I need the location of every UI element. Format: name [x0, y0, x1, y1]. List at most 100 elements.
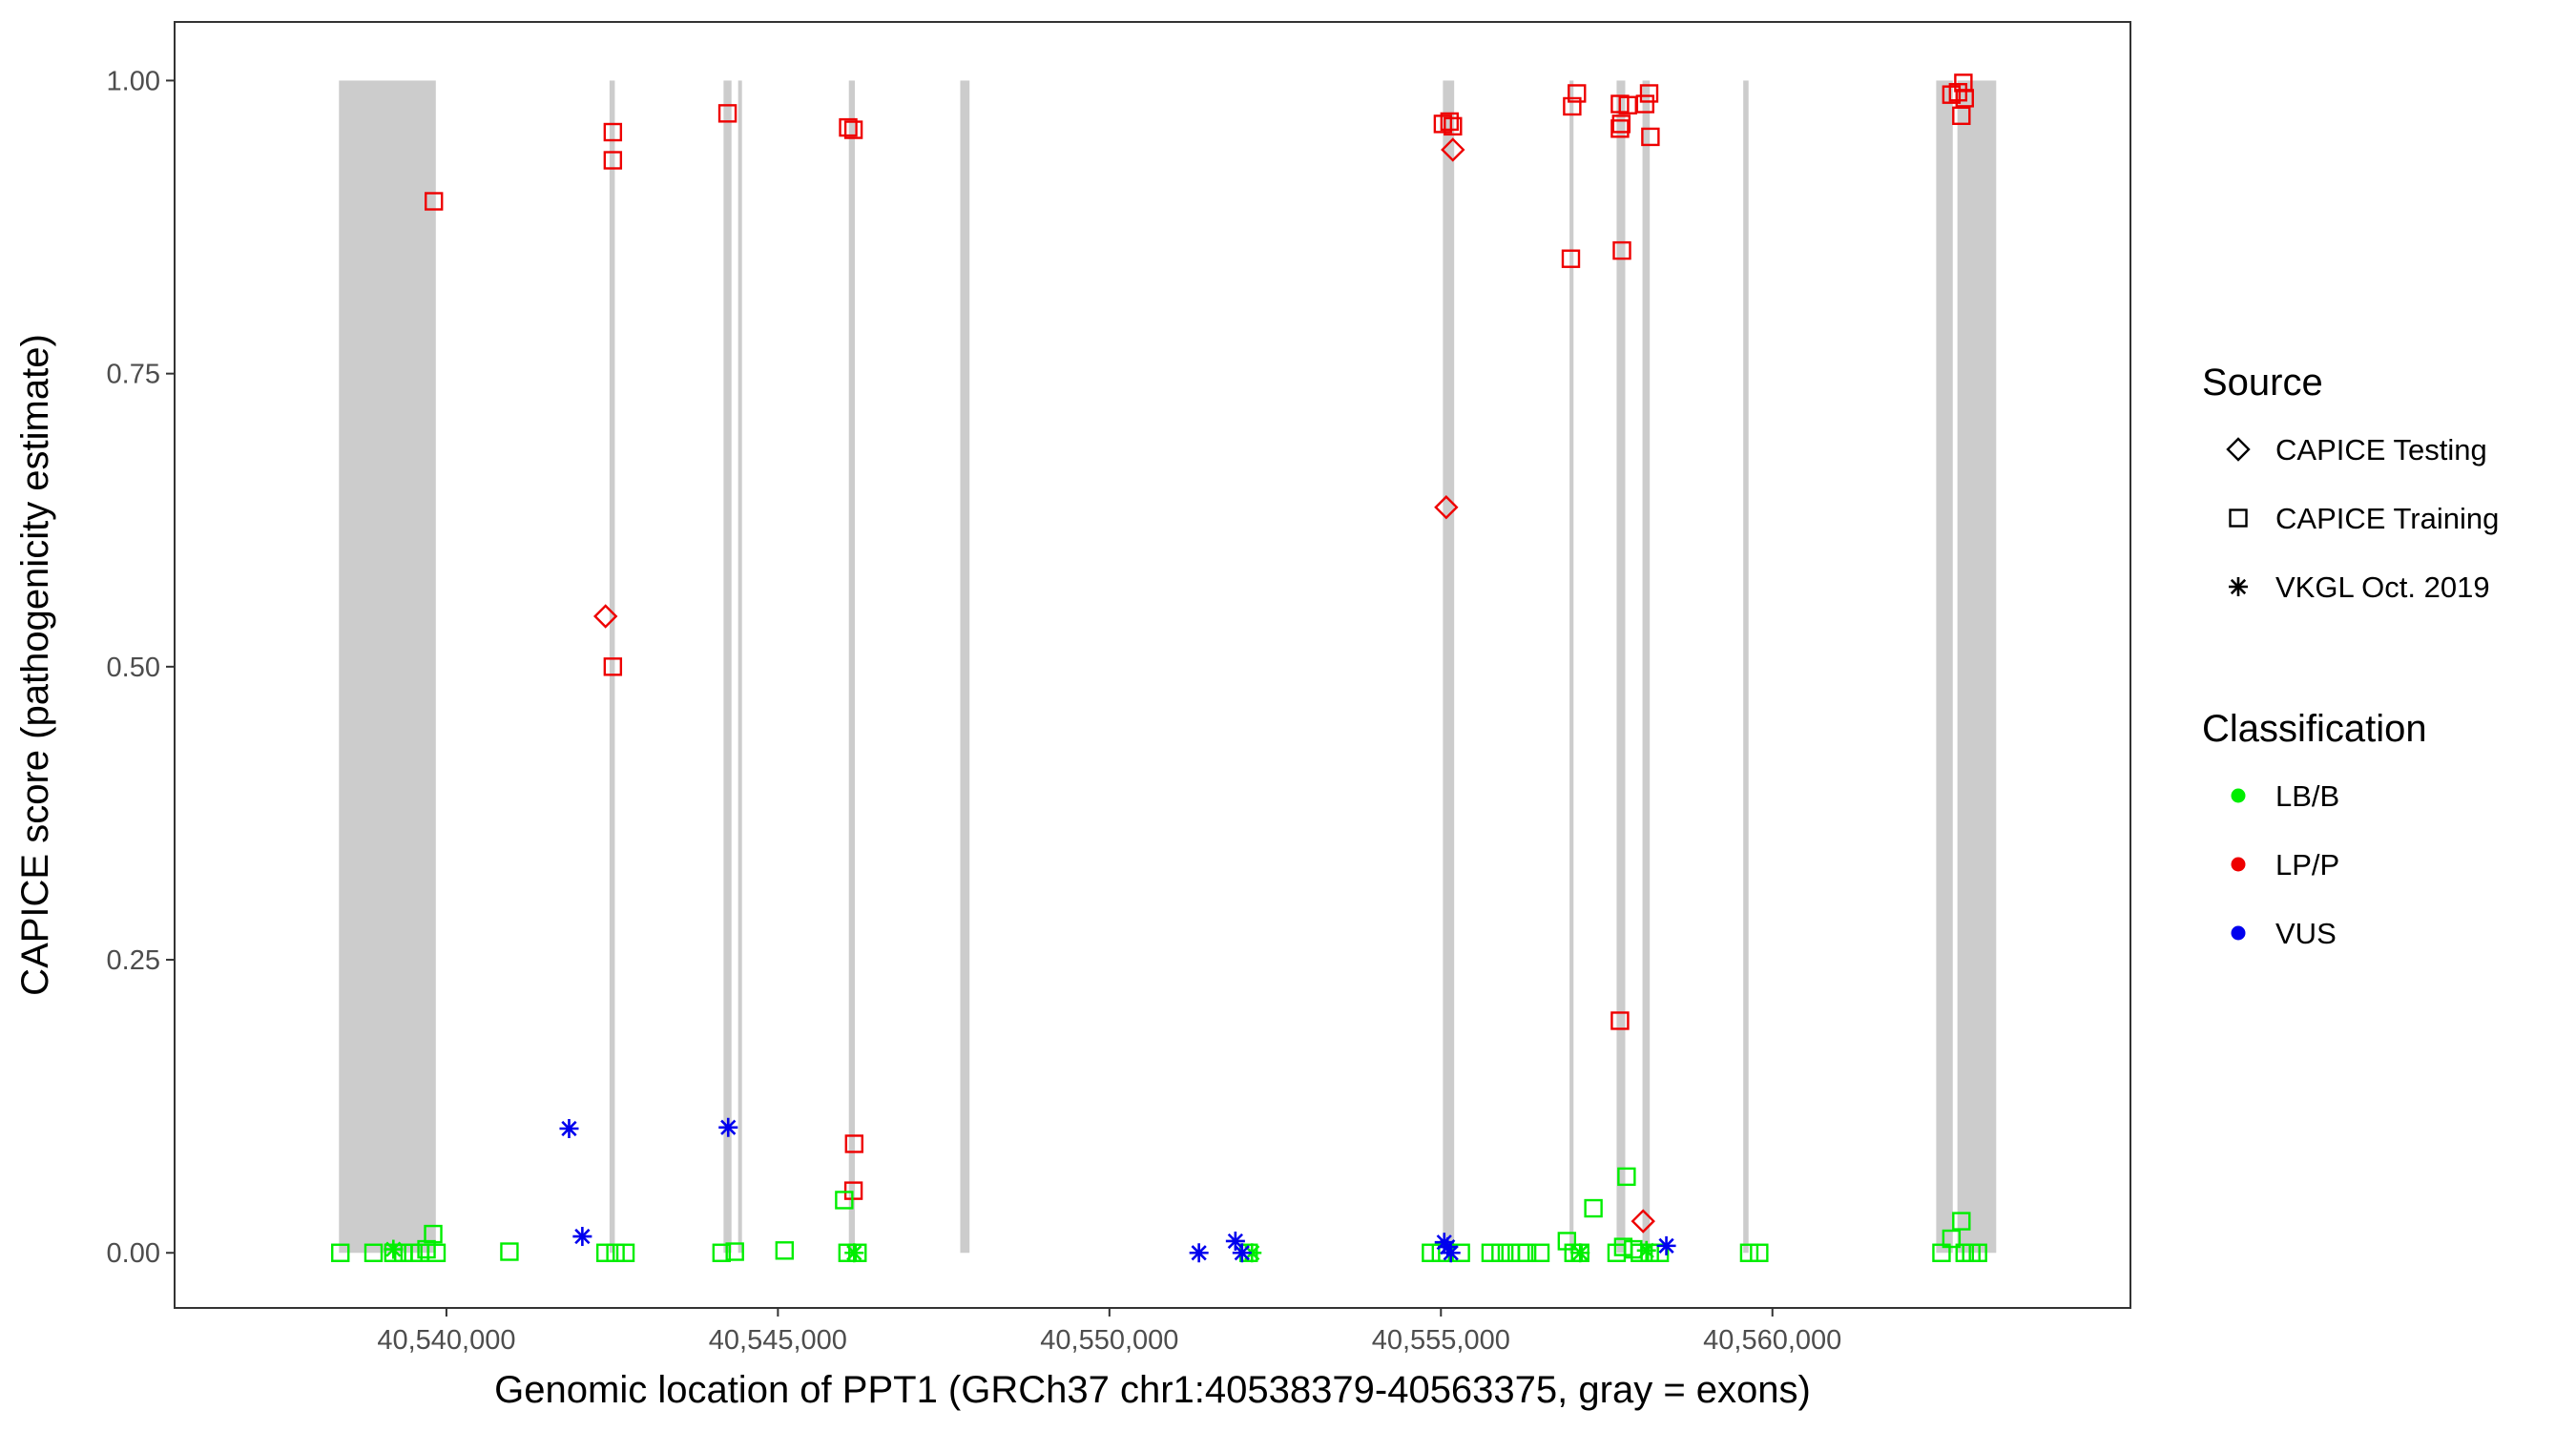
- legend-key-asterisk: [2229, 577, 2248, 596]
- data-point: [1739, 1243, 1759, 1262]
- exon-band: [960, 80, 970, 1254]
- data-point: [1584, 1198, 1603, 1218]
- data-point: [1561, 249, 1581, 268]
- x-tick-label: 40,540,000: [377, 1325, 515, 1356]
- legend-key-dot: [2231, 857, 2246, 872]
- data-point: [1440, 112, 1460, 132]
- legend-class-label: VUS: [2275, 917, 2337, 950]
- panel-border: [174, 21, 2131, 1309]
- legend-classification-title: Classification: [2202, 708, 2427, 750]
- legend-key-dot: [2231, 925, 2246, 941]
- legend-source-label: CAPICE Training: [2275, 502, 2499, 535]
- data-point: [603, 122, 623, 142]
- x-tick-label: 40,550,000: [1040, 1325, 1178, 1356]
- data-point: [1232, 1243, 1252, 1263]
- legend-source-label: VKGL Oct. 2019: [2275, 570, 2490, 604]
- data-point: [1612, 240, 1631, 260]
- legend-key-dot: [2231, 788, 2246, 803]
- x-tick-label: 40,545,000: [709, 1325, 847, 1356]
- data-point: [1942, 1229, 1962, 1249]
- y-tick-label: 0.25: [107, 945, 160, 976]
- y-tick-label: 0.50: [107, 653, 160, 683]
- data-point: [1481, 1243, 1501, 1262]
- data-point: [331, 1243, 350, 1262]
- data-point: [1955, 89, 1974, 108]
- legend-class-label: LB/B: [2275, 779, 2339, 813]
- data-point: [1656, 1235, 1676, 1255]
- data-point: [603, 151, 623, 170]
- legend-source-label: CAPICE Testing: [2275, 433, 2487, 467]
- data-point: [1948, 83, 1968, 102]
- data-point: [844, 1134, 863, 1153]
- exon-band: [1957, 80, 1997, 1254]
- data-point: [424, 1224, 443, 1244]
- data-point: [843, 1181, 863, 1200]
- exon-band: [1616, 80, 1626, 1254]
- data-point: [1517, 1243, 1537, 1262]
- exon-band: [1642, 80, 1651, 1254]
- y-axis-title: CAPICE score (pathogenicity estimate): [14, 334, 56, 996]
- legend-source-title: Source: [2202, 362, 2323, 404]
- data-point: [718, 1117, 738, 1137]
- data-point: [839, 117, 858, 137]
- x-axis-title: Genomic location of PPT1 (GRCh37 chr1:40…: [494, 1369, 1811, 1411]
- data-point: [1636, 1240, 1656, 1260]
- legend-class-label: LP/P: [2275, 848, 2339, 881]
- data-point: [1444, 116, 1463, 136]
- data-point: [1635, 94, 1655, 114]
- data-point: [1441, 1243, 1461, 1263]
- data-point: [426, 1243, 447, 1262]
- x-tick-label: 40,560,000: [1703, 1325, 1841, 1356]
- data-point: [559, 1118, 579, 1138]
- y-tick-label: 1.00: [107, 66, 160, 96]
- data-point: [615, 1243, 635, 1262]
- data-point: [1942, 85, 1962, 104]
- data-point: [425, 192, 444, 211]
- data-point: [1617, 1167, 1636, 1187]
- data-point: [1491, 1243, 1510, 1262]
- data-point: [1952, 1212, 1971, 1231]
- data-point: [1968, 1243, 1987, 1262]
- data-point: [364, 1243, 384, 1262]
- data-point: [1557, 1232, 1577, 1251]
- legend: Source CAPICE Testing CAPICE Training VKGL…: [2202, 362, 2499, 950]
- data-point: [1750, 1243, 1769, 1262]
- y-tick-label: 0.75: [107, 360, 160, 390]
- data-point: [1640, 1243, 1659, 1262]
- x-axis: 40,540,000 40,545,000 40,550,000 40,555,000…: [377, 1308, 1841, 1356]
- exon-band: [609, 80, 615, 1254]
- data-point: [1610, 1011, 1630, 1030]
- x-tick-label: 40,555,000: [1372, 1325, 1510, 1356]
- data-point: [843, 120, 863, 139]
- y-axis: 0.00 0.25 0.50 0.75 1.00: [107, 66, 175, 1269]
- data-point: [717, 104, 737, 123]
- exon-band: [1443, 80, 1455, 1254]
- data-point: [1189, 1243, 1209, 1263]
- data-point: [1952, 106, 1971, 126]
- data-point: [1433, 114, 1453, 134]
- exon-band: [737, 80, 742, 1254]
- data-point: [1639, 84, 1659, 103]
- data-point: [595, 1243, 615, 1262]
- data-point: [1422, 1243, 1441, 1262]
- data-point: [1441, 137, 1465, 162]
- data-point: [1611, 114, 1631, 134]
- data-point: [592, 604, 618, 629]
- exon-band: [339, 80, 436, 1254]
- data-point: [1570, 1243, 1590, 1263]
- data-point: [844, 1243, 864, 1263]
- data-point: [606, 1243, 625, 1262]
- exon-band: [723, 80, 732, 1254]
- data-point: [603, 657, 623, 676]
- legend-source-items: CAPICE Testing CAPICE Training VKGL Oct. 2…: [2226, 433, 2499, 604]
- data-point: [1568, 84, 1587, 103]
- data-point: [1932, 1243, 1951, 1262]
- data-point: [1641, 127, 1660, 147]
- legend-key-square: [2229, 508, 2248, 528]
- data-point: [725, 1242, 744, 1261]
- legend-class-items: LB/B LP/P VUS: [2231, 779, 2339, 950]
- data-point: [1563, 96, 1582, 116]
- data-point: [1434, 495, 1459, 520]
